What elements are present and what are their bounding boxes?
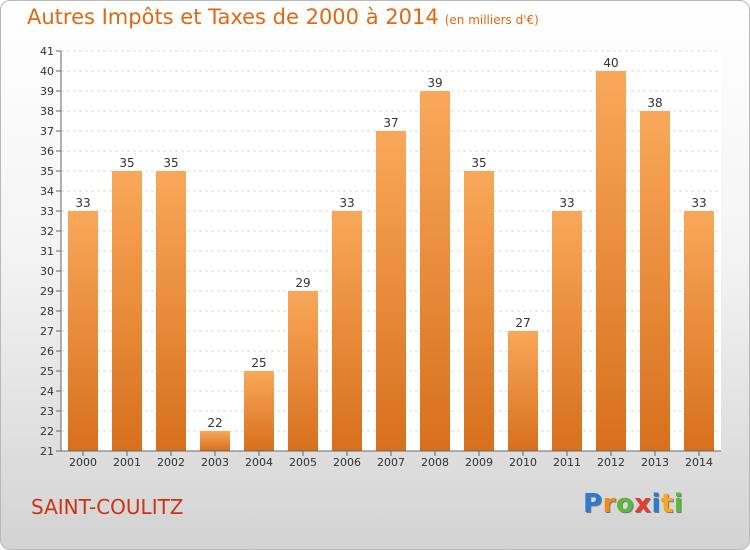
x-tick-label: 2008 xyxy=(421,456,449,469)
x-tick-label: 2010 xyxy=(509,456,537,469)
x-tick-label: 2003 xyxy=(201,456,229,469)
y-tick-label: 39 xyxy=(40,85,54,98)
y-tick-label: 37 xyxy=(40,125,54,138)
bar xyxy=(640,111,670,451)
x-tick-label: 2013 xyxy=(641,456,669,469)
data-label: 40 xyxy=(603,56,618,70)
data-label: 33 xyxy=(339,196,354,210)
logo-letter: i xyxy=(651,489,661,519)
x-tick-label: 2011 xyxy=(553,456,581,469)
x-tick-label: 2004 xyxy=(245,456,273,469)
bar xyxy=(464,171,494,451)
bar xyxy=(200,431,230,451)
y-tick-label: 27 xyxy=(40,325,54,338)
bar xyxy=(552,211,582,451)
y-tick-label: 28 xyxy=(40,305,54,318)
y-tick-label: 34 xyxy=(40,185,54,198)
proxiti-logo: Proxiti xyxy=(583,489,683,519)
chart-title-text: Autres Impôts et Taxes de 2000 à 2014 xyxy=(27,5,439,29)
data-label: 29 xyxy=(295,276,310,290)
data-label: 38 xyxy=(647,96,662,110)
data-label: 35 xyxy=(163,156,178,170)
bar xyxy=(332,211,362,451)
bar xyxy=(420,91,450,451)
data-label: 33 xyxy=(559,196,574,210)
y-tick-label: 36 xyxy=(40,145,54,158)
y-tick-label: 41 xyxy=(40,45,54,58)
chart-unit-note: (en milliers d'€) xyxy=(444,13,539,27)
x-tick-label: 2000 xyxy=(69,456,97,469)
logo-letter: t xyxy=(660,489,674,519)
bar xyxy=(156,171,186,451)
bar xyxy=(508,331,538,451)
bar xyxy=(112,171,142,451)
y-tick-label: 30 xyxy=(40,265,54,278)
y-tick-label: 40 xyxy=(40,65,54,78)
chart-title: Autres Impôts et Taxes de 2000 à 2014 (en… xyxy=(27,5,539,29)
data-label: 35 xyxy=(471,156,486,170)
x-tick-label: 2007 xyxy=(377,456,405,469)
y-tick-label: 25 xyxy=(40,365,54,378)
bar xyxy=(288,291,318,451)
logo-letter: i xyxy=(673,489,684,519)
y-tick-label: 38 xyxy=(40,105,54,118)
data-label: 27 xyxy=(515,316,530,330)
y-tick-label: 22 xyxy=(40,425,54,438)
bar xyxy=(244,371,274,451)
y-tick-label: 32 xyxy=(40,225,54,238)
y-tick-label: 21 xyxy=(40,445,54,458)
data-label: 33 xyxy=(691,196,706,210)
y-tick-label: 29 xyxy=(40,285,54,298)
data-label: 37 xyxy=(383,116,398,130)
x-tick-label: 2009 xyxy=(465,456,493,469)
logo-letter: o xyxy=(615,489,635,519)
y-tick-label: 26 xyxy=(40,345,54,358)
bar xyxy=(684,211,714,451)
town-name: SAINT-COULITZ xyxy=(31,495,184,519)
bar xyxy=(596,71,626,451)
logo-letter: P xyxy=(583,489,603,519)
data-label: 22 xyxy=(207,416,222,430)
data-label: 25 xyxy=(251,356,266,370)
data-label: 35 xyxy=(119,156,134,170)
y-tick-label: 24 xyxy=(40,385,54,398)
x-tick-label: 2012 xyxy=(597,456,625,469)
x-tick-label: 2002 xyxy=(157,456,185,469)
x-tick-label: 2001 xyxy=(113,456,141,469)
y-tick-label: 35 xyxy=(40,165,54,178)
bar xyxy=(376,131,406,451)
y-tick-label: 31 xyxy=(40,245,54,258)
logo-letter: r xyxy=(602,489,616,519)
x-tick-label: 2005 xyxy=(289,456,317,469)
x-tick-label: 2006 xyxy=(333,456,361,469)
data-label: 33 xyxy=(75,196,90,210)
data-label: 39 xyxy=(427,76,442,90)
y-tick-label: 33 xyxy=(40,205,54,218)
bar xyxy=(68,211,98,451)
logo-letter: x xyxy=(634,489,652,519)
x-tick-label: 2014 xyxy=(685,456,713,469)
y-tick-label: 23 xyxy=(40,405,54,418)
